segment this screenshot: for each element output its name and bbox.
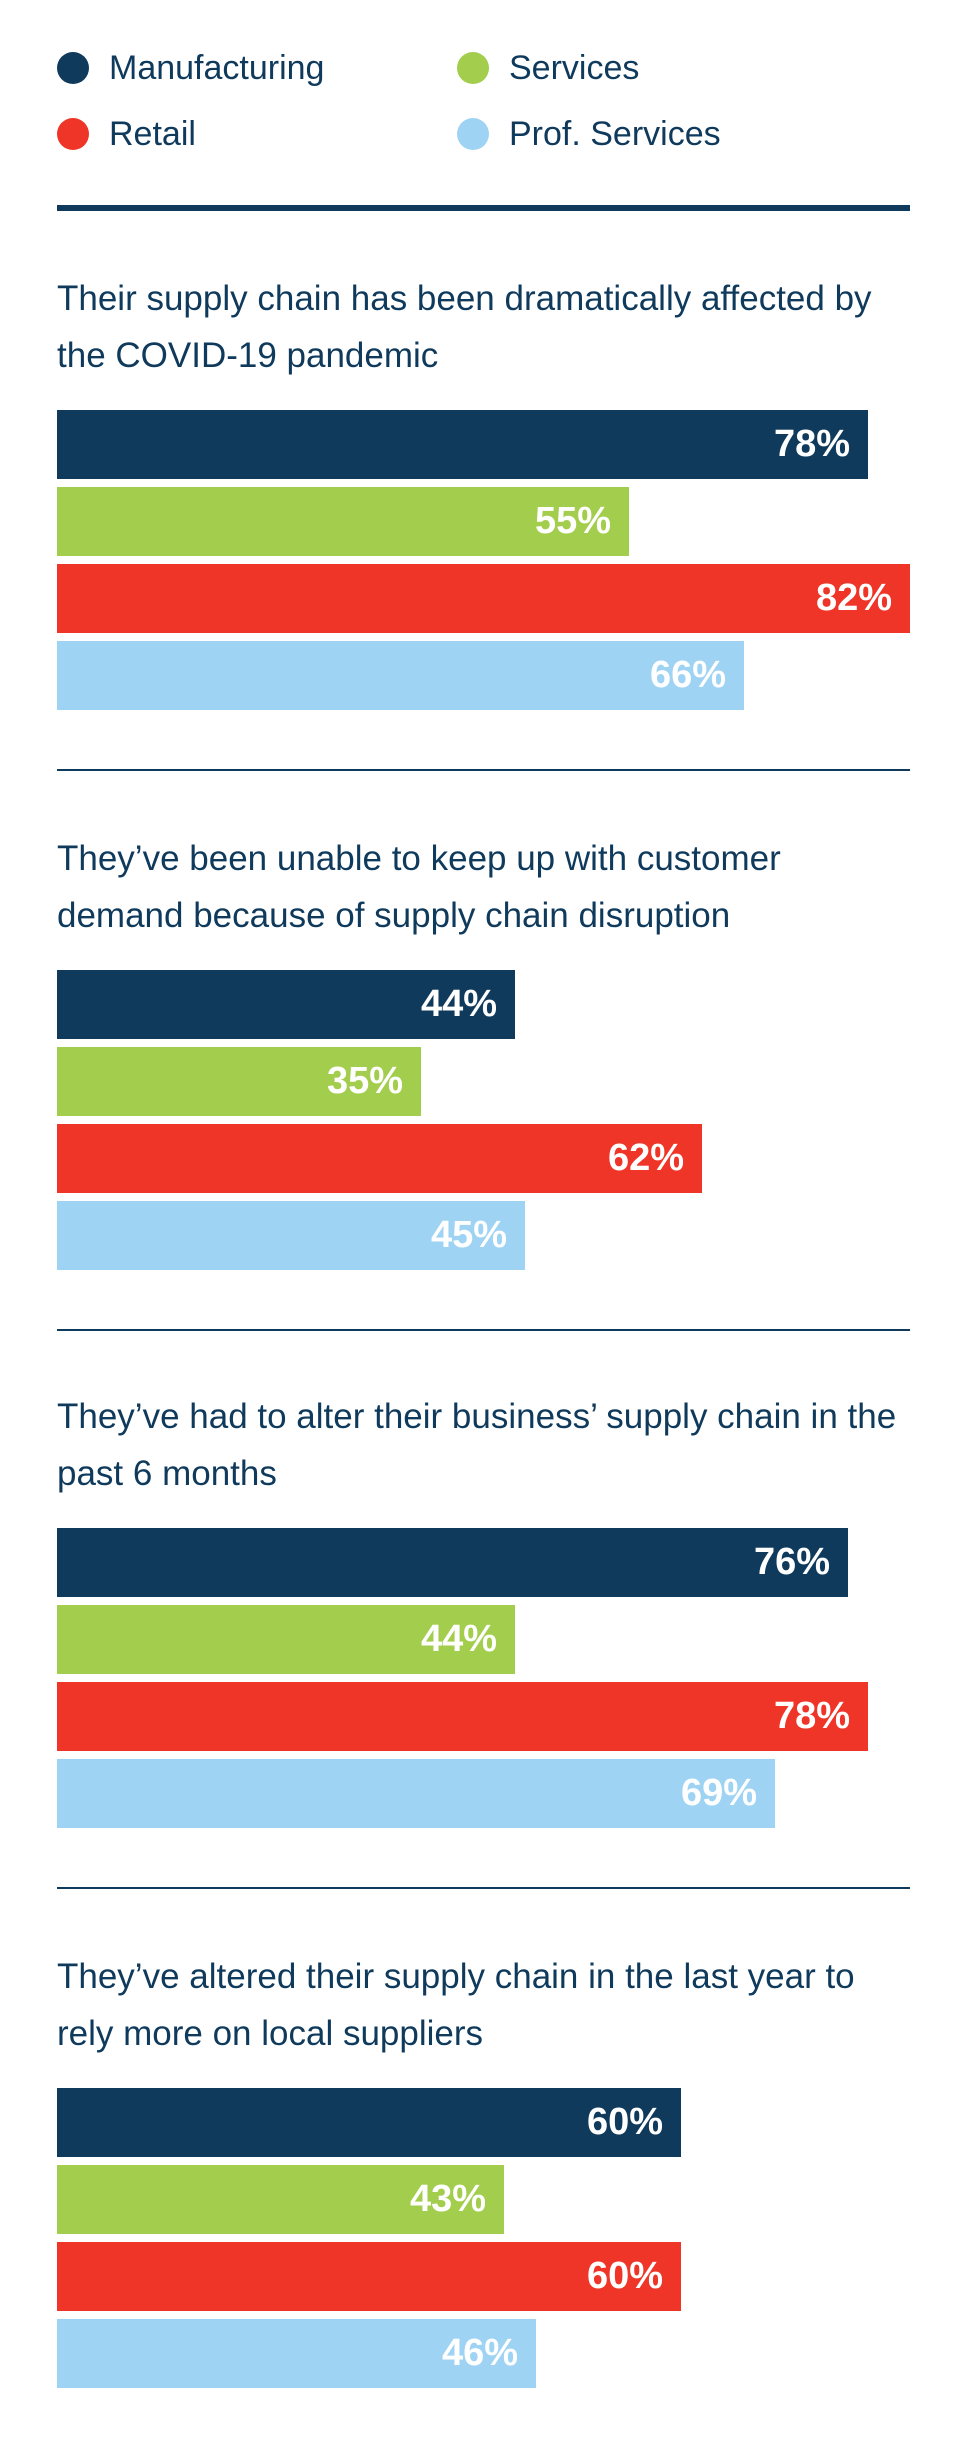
bar-retail: 82% [57, 564, 910, 633]
question-text: They’ve been unable to keep up with cust… [57, 839, 781, 935]
bar-manufacturing: 78% [57, 410, 868, 479]
legend-label: Services [509, 48, 640, 87]
bar-retail: 78% [57, 1682, 868, 1751]
chart-group-1: Their supply chain has been dramatically… [57, 270, 910, 771]
section-divider [57, 769, 910, 771]
section-divider [57, 1329, 910, 1331]
legend-item-services: Services [457, 48, 639, 88]
bar-services: 44% [57, 1605, 515, 1674]
bar-value-label: 44% [420, 1618, 497, 1660]
bar-services: 35% [57, 1047, 421, 1116]
bar-services: 43% [57, 2165, 504, 2234]
bar-prof-services: 69% [57, 1759, 775, 1828]
bar-value-label: 69% [680, 1772, 757, 1814]
legend-item-prof-services: Prof. Services [457, 114, 721, 154]
bar-value-label: 45% [430, 1214, 507, 1256]
bar-value-label: 66% [649, 654, 726, 696]
bar-prof-services: 45% [57, 1201, 525, 1270]
legend-label: Prof. Services [509, 114, 721, 153]
question-text: Their supply chain has been dramatically… [57, 279, 872, 375]
question-text: They’ve altered their supply chain in th… [57, 1957, 855, 2053]
bar-prof-services: 66% [57, 641, 744, 710]
top-divider [57, 205, 910, 211]
bar-value-label: 55% [534, 500, 611, 542]
bar-manufacturing: 76% [57, 1528, 848, 1597]
bar-value-label: 76% [753, 1541, 830, 1583]
legend-dot-icon [57, 52, 89, 84]
bar-services: 55% [57, 487, 629, 556]
legend-dot-icon [57, 118, 89, 150]
bar-retail: 60% [57, 2242, 681, 2311]
legend: Manufacturing Services Retail Prof. Serv… [57, 48, 917, 178]
bar-manufacturing: 44% [57, 970, 515, 1039]
bar-retail: 62% [57, 1124, 702, 1193]
legend-label: Manufacturing [109, 48, 325, 87]
legend-label: Retail [109, 114, 196, 153]
question-text: They’ve had to alter their business’ sup… [57, 1397, 897, 1493]
bar-value-label: 60% [586, 2101, 663, 2143]
legend-item-retail: Retail [57, 114, 196, 154]
bar-value-label: 44% [420, 983, 497, 1025]
bar-value-label: 43% [409, 2178, 486, 2220]
bar-value-label: 78% [773, 1695, 850, 1737]
bar-value-label: 82% [815, 577, 892, 619]
bar-value-label: 46% [441, 2332, 518, 2374]
bar-value-label: 60% [586, 2255, 663, 2297]
bar-value-label: 78% [773, 423, 850, 465]
bar-value-label: 35% [326, 1060, 403, 1102]
bar-manufacturing: 60% [57, 2088, 681, 2157]
legend-dot-icon [457, 52, 489, 84]
chart-group-4: They’ve altered their supply chain in th… [57, 1948, 910, 2428]
chart-group-3: They’ve had to alter their business’ sup… [57, 1388, 910, 1889]
bar-prof-services: 46% [57, 2319, 536, 2388]
bar-value-label: 62% [607, 1137, 684, 1179]
section-divider [57, 1887, 910, 1889]
legend-dot-icon [457, 118, 489, 150]
chart-group-2: They’ve been unable to keep up with cust… [57, 830, 910, 1331]
legend-item-manufacturing: Manufacturing [57, 48, 324, 88]
